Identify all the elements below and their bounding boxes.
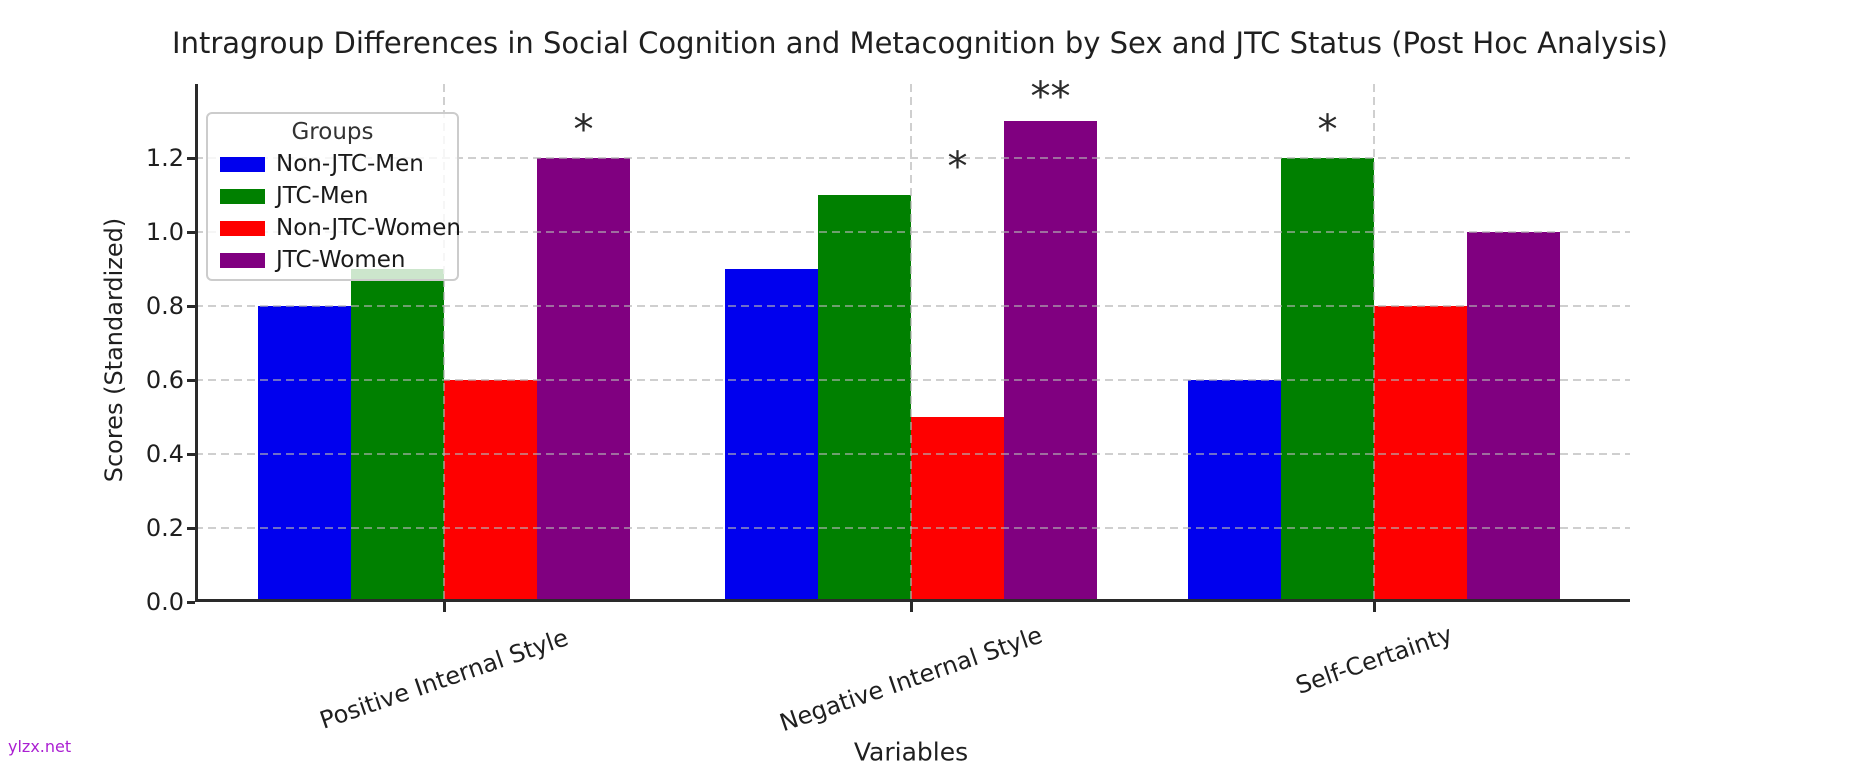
legend-swatch-icon — [220, 156, 265, 172]
y-gridline — [195, 527, 1630, 529]
legend-item-label: Non-JTC-Women — [276, 215, 461, 241]
bar-non-jtc-men — [1188, 380, 1281, 602]
significance-marker: * — [1317, 107, 1338, 153]
legend-item-label: Non-JTC-Men — [276, 151, 424, 177]
y-tick-label: 1.0 — [145, 218, 184, 246]
y-gridline — [195, 305, 1630, 307]
bar-non-jtc-women — [444, 380, 537, 602]
legend-swatch-icon — [220, 220, 265, 236]
x-axis-spine — [195, 599, 1630, 602]
x-tick-label: Positive Internal Style — [316, 623, 572, 735]
y-tick — [187, 453, 195, 456]
bar-non-jtc-men — [725, 269, 818, 602]
x-tick — [443, 602, 446, 612]
y-axis-spine — [195, 84, 198, 602]
legend-item-label: JTC-Women — [276, 247, 406, 273]
y-gridline — [195, 379, 1630, 381]
y-tick-label: 1.2 — [145, 144, 184, 172]
y-gridline — [195, 157, 1630, 159]
y-tick-label: 0.6 — [145, 366, 184, 394]
x-tick-label: Negative Internal Style — [776, 620, 1046, 738]
x-axis-label: Variables — [853, 737, 969, 765]
significance-marker: * — [947, 144, 968, 190]
legend-swatch-icon — [220, 252, 265, 268]
bar-jtc-women — [1004, 121, 1097, 602]
y-tick-label: 0.0 — [145, 588, 184, 616]
x-tick — [1373, 602, 1376, 612]
y-tick — [187, 157, 195, 160]
legend-item-label: JTC-Men — [276, 183, 369, 209]
y-tick-label: 0.2 — [145, 514, 184, 542]
significance-marker: * — [573, 107, 594, 153]
y-gridline — [195, 453, 1630, 455]
x-tick-label: Self-Certainty — [1292, 619, 1456, 700]
y-tick — [187, 601, 195, 604]
legend: Groups Non-JTC-Men JTC-Men Non-JTC-Women JT… — [206, 112, 461, 281]
legend-swatch-icon — [220, 188, 265, 204]
chart-title: Intragroup Differences in Social Cogniti… — [172, 26, 1668, 60]
y-tick — [187, 231, 195, 234]
y-tick — [187, 379, 195, 382]
legend-item: JTC-Women — [220, 244, 445, 276]
y-tick — [187, 527, 195, 530]
legend-item: JTC-Men — [220, 180, 445, 212]
x-gridline — [1373, 84, 1375, 602]
legend-item: Non-JTC-Men — [220, 148, 445, 180]
bar-jtc-women — [1467, 232, 1560, 602]
bar-jtc-men — [351, 269, 444, 602]
bar-non-jtc-women — [911, 417, 1004, 602]
legend-items: Non-JTC-Men JTC-Men Non-JTC-Women JTC-Women — [220, 148, 461, 276]
significance-marker: ** — [1030, 74, 1071, 120]
y-tick-label: 0.4 — [145, 440, 184, 468]
y-tick — [187, 305, 195, 308]
plot-area: 0.0 0.2 0.4 0.6 0.8 1.0 1.2 Positive Internal S… — [146, 77, 1630, 737]
y-tick-label: 0.8 — [145, 292, 184, 320]
watermark: ylzx.net — [8, 737, 72, 756]
bar-jtc-men — [818, 195, 911, 602]
x-gridline — [910, 84, 912, 602]
legend-title: Groups — [291, 119, 374, 145]
x-gridline — [443, 84, 445, 602]
legend-item: Non-JTC-Women — [220, 212, 461, 244]
y-gridline — [195, 231, 1630, 233]
x-tick — [910, 602, 913, 612]
